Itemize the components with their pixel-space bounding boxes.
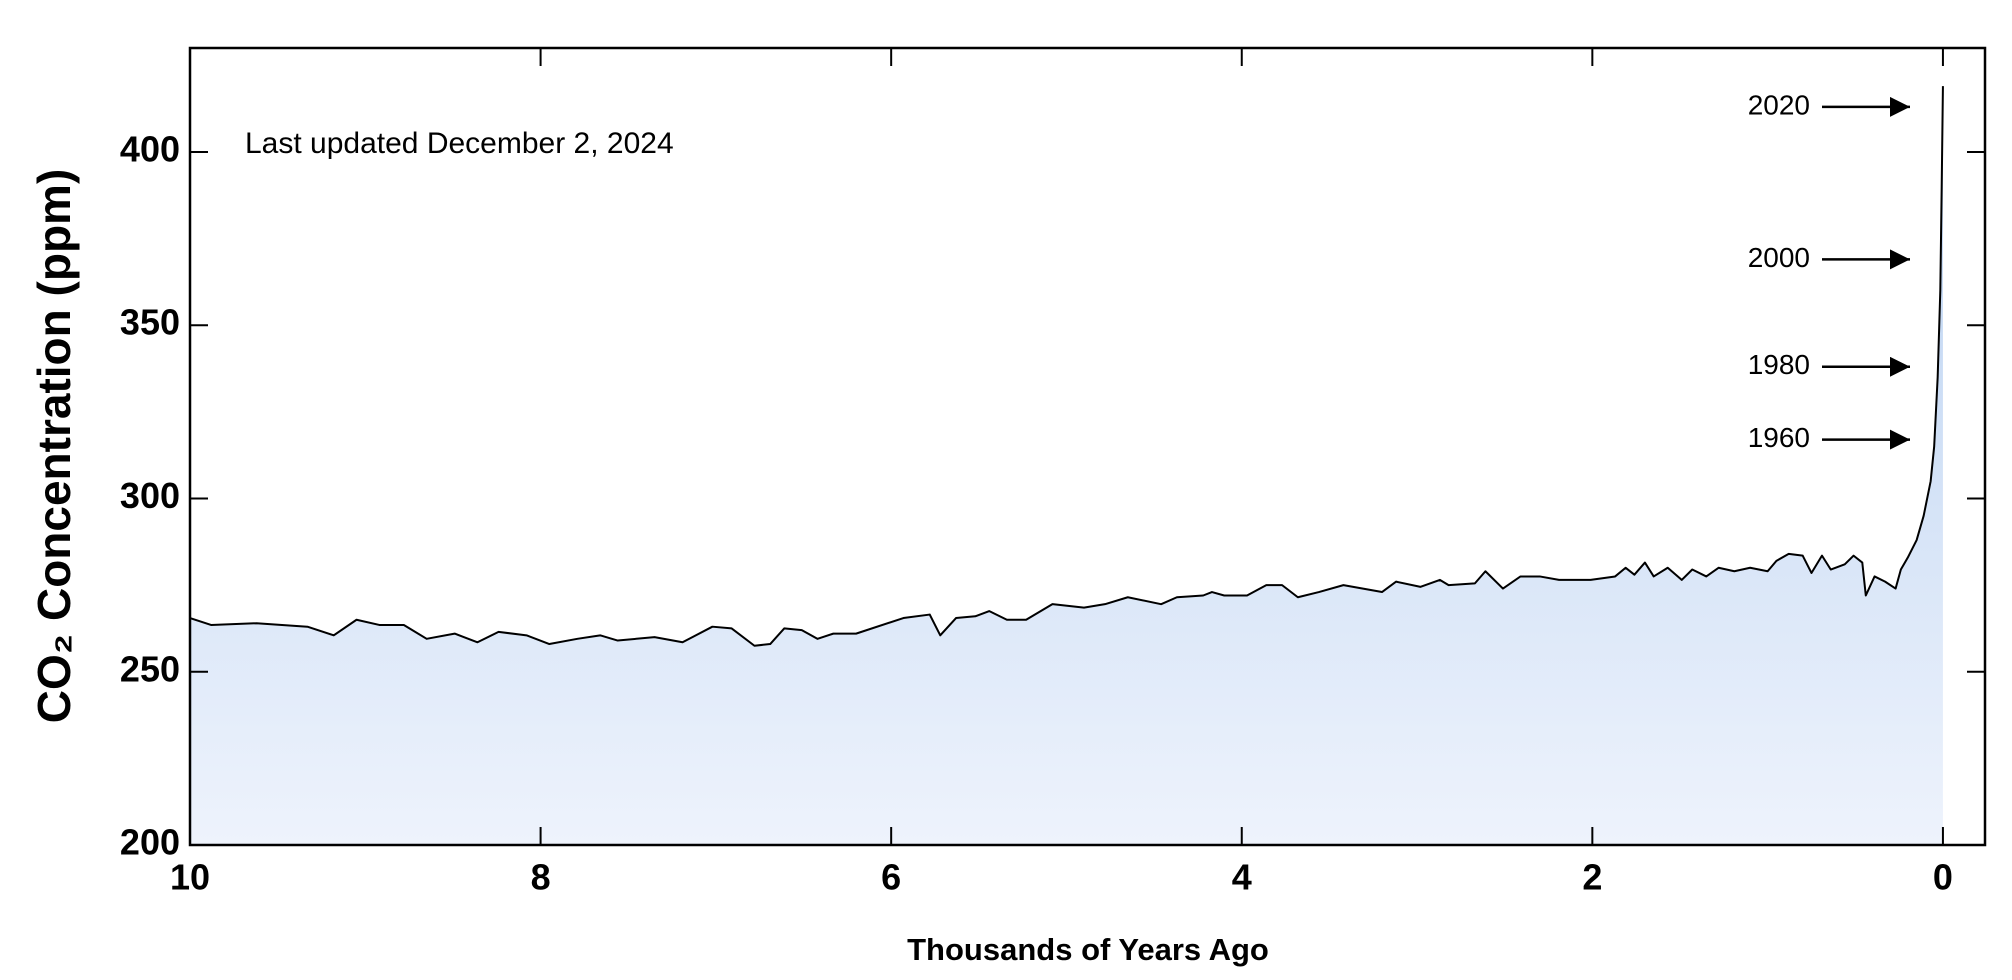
- x-axis-title: Thousands of Years Ago: [907, 932, 1269, 967]
- update-note: Last updated December 2, 2024: [245, 127, 674, 160]
- x-tick-label: 4: [1232, 857, 1252, 898]
- annotation-label: 1980: [1748, 349, 1810, 380]
- y-tick-label: 400: [120, 128, 180, 169]
- area-fill: [190, 86, 1943, 846]
- y-tick-label: 300: [120, 475, 180, 516]
- data-line: [189, 86, 1944, 647]
- x-tick-label: 8: [531, 857, 551, 898]
- y-axis-title: CO₂ Concentration (ppm): [28, 169, 80, 724]
- x-tick-label: 0: [1933, 857, 1953, 898]
- y-tick-label: 200: [120, 822, 180, 863]
- x-tick-label: 2: [1582, 857, 1602, 898]
- annotation-label: 2000: [1748, 242, 1810, 273]
- annotation-label: 2020: [1748, 89, 1810, 120]
- plot-frame: [188, 46, 1987, 847]
- y-tick-label: 350: [120, 302, 180, 343]
- y-tick-label: 250: [120, 648, 180, 689]
- x-tick-label: 10: [170, 857, 210, 898]
- annotation-label: 1960: [1748, 422, 1810, 453]
- x-tick-label: 6: [881, 857, 901, 898]
